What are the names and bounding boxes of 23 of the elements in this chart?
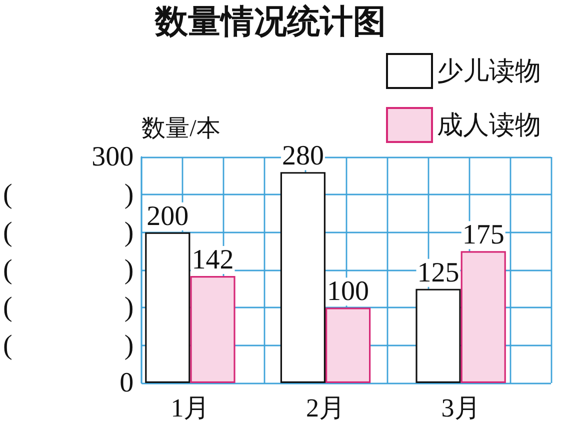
chart-title: 数量情况统计图 (154, 4, 386, 40)
y-tick-label: ( ) (2, 216, 134, 248)
data-label: 125 (417, 257, 460, 288)
y-tick-label: 300 (92, 142, 134, 172)
y-tick-label: ( ) (2, 179, 134, 210)
legend-label: 成人读物 (437, 110, 541, 140)
data-label: 142 (192, 244, 234, 276)
y-tick-label: 0 (120, 368, 134, 398)
x-tick-label: 3月 (441, 394, 480, 422)
y-tick-label: ( ) (2, 254, 134, 286)
bar (326, 308, 371, 383)
data-label: 200 (146, 200, 189, 232)
x-tick-label: 1月 (170, 394, 210, 422)
bar (190, 276, 236, 383)
legend-label: 少儿读物 (437, 56, 541, 86)
bar (460, 251, 506, 383)
data-label: 175 (462, 220, 504, 251)
y-tick-label: ( ) (2, 292, 134, 324)
data-label: 100 (327, 276, 370, 308)
y-tick-label: ( ) (2, 330, 134, 361)
y-axis-title: 数量/本 (142, 116, 220, 142)
x-tick-label: 2月 (306, 394, 345, 422)
data-label: 280 (282, 140, 324, 172)
